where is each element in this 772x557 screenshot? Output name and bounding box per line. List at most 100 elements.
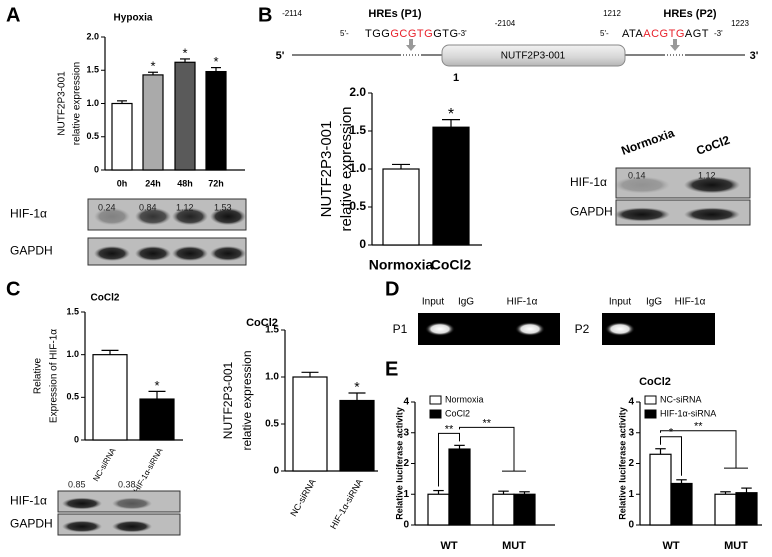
blot-value: 1.53 — [214, 202, 232, 212]
panel-label: B — [258, 4, 272, 26]
x-tick-label: 48h — [177, 178, 193, 188]
blot-value: 0.84 — [139, 202, 157, 212]
seq-end: -3' — [714, 29, 723, 38]
blot-band — [112, 497, 152, 510]
blot-band — [210, 245, 246, 262]
blot-band — [172, 245, 208, 262]
significance: ** — [694, 421, 703, 433]
significance: * — [150, 59, 155, 74]
gel-column-label: Input — [422, 297, 444, 308]
gel-column-label: HIF-1α — [507, 297, 538, 308]
chart-title: CoCl2 — [639, 376, 671, 388]
bar — [492, 493, 515, 526]
blot-band — [172, 207, 208, 226]
gel-band — [605, 322, 635, 336]
bar — [735, 492, 758, 526]
y-axis-label: relative expression — [72, 62, 83, 145]
x-tick-label: HIF-1α-siRNA — [132, 446, 165, 494]
hre-arrow — [670, 39, 680, 51]
blot-band — [62, 520, 102, 533]
hre-name: HREs (P2) — [663, 8, 717, 20]
blot-row-label: GAPDH — [10, 244, 53, 258]
y-tick-label: 3 — [403, 427, 409, 438]
hre-end: -2104 — [495, 19, 516, 28]
blot-value: 1.12 — [176, 202, 194, 212]
y-tick-label: 1.0 — [265, 372, 279, 383]
hre-name: HREs (P1) — [368, 8, 422, 20]
y-axis-label: NUTF2P3-001 — [221, 362, 235, 440]
x-tick-label: NC-siRNA — [288, 477, 317, 518]
bracket — [660, 430, 737, 469]
chart-title: CoCl2 — [246, 317, 278, 329]
blot-value: 0.85 — [68, 479, 86, 489]
blot-band — [135, 207, 171, 226]
gel-row-label: P1 — [393, 322, 408, 336]
sequence-part: TGG — [365, 28, 390, 40]
sequence-part: ATA — [622, 28, 643, 40]
bar — [111, 102, 133, 171]
bar — [139, 398, 175, 441]
y-axis-label: relative expression — [338, 106, 355, 231]
strand-end: 3' — [750, 50, 759, 62]
bracket — [438, 432, 460, 487]
y-tick-label: 1.5 — [86, 65, 99, 75]
bar — [339, 399, 375, 472]
x-tick-label: MUT — [502, 540, 526, 552]
x-tick-label: HIF-1α-siRNA — [328, 477, 365, 531]
y-tick-label: 2 — [628, 458, 634, 469]
blot-band — [135, 245, 171, 262]
blot-row-label: GAPDH — [570, 205, 613, 219]
significance: * — [354, 379, 360, 395]
blot-value: 0.38 — [118, 479, 136, 489]
bar — [513, 493, 536, 526]
y-tick-label: 0 — [359, 237, 366, 251]
blot-band — [614, 176, 670, 194]
blot-value: 0.14 — [628, 170, 646, 180]
y-tick-label: 0.5 — [86, 131, 99, 141]
x-tick-label: NC-siRNA — [91, 446, 118, 483]
x-tick-label: WT — [662, 540, 679, 552]
hre-start: -2114 — [282, 9, 302, 18]
y-axis-label: Relative — [33, 358, 44, 395]
y-tick-label: 1.0 — [86, 98, 99, 108]
significance: * — [213, 54, 218, 69]
gel-band — [425, 322, 455, 336]
bracket — [459, 426, 515, 472]
bar — [174, 61, 196, 171]
y-tick-label: 1.0 — [349, 161, 366, 175]
y-tick-label: 2.0 — [86, 31, 99, 41]
y-tick-label: 0 — [628, 520, 634, 531]
panel-label: A — [6, 4, 20, 26]
significance: ** — [482, 417, 491, 429]
significance: * — [182, 45, 187, 60]
gel-column-label: HIF-1α — [675, 297, 706, 308]
gel-row-label: P2 — [575, 322, 590, 336]
significance: * — [448, 106, 454, 123]
y-tick-label: 0 — [74, 434, 79, 444]
y-axis-label: NUTF2P3-001 — [318, 121, 335, 218]
y-tick-label: 0 — [94, 164, 99, 174]
blot-row-label: HIF-1α — [570, 175, 607, 189]
x-tick-label: 72h — [208, 178, 224, 188]
blot-header: CoCl2 — [694, 133, 732, 158]
gel-column-label: Input — [609, 297, 631, 308]
x-tick-label: Normoxia — [369, 257, 434, 273]
bar — [292, 376, 328, 472]
y-tick-label: 1 — [628, 489, 634, 500]
blot-band — [684, 176, 740, 194]
blot-row-label: GAPDH — [10, 517, 53, 531]
y-tick-label: 1.5 — [265, 325, 279, 336]
blot-band — [112, 520, 152, 533]
bar — [382, 168, 420, 246]
legend-swatch — [429, 409, 442, 419]
y-tick-label: 3 — [628, 427, 634, 438]
legend-label: CoCl2 — [445, 408, 470, 418]
gel-column-label: IgG — [458, 297, 474, 308]
y-tick-label: 0 — [403, 520, 409, 531]
sequence: ATAACGTGAGT — [622, 28, 709, 40]
sequence-part: GCGTG — [390, 28, 433, 40]
hre-end: 1223 — [731, 19, 749, 28]
y-axis-label: Relative luciferase activity — [394, 407, 404, 520]
